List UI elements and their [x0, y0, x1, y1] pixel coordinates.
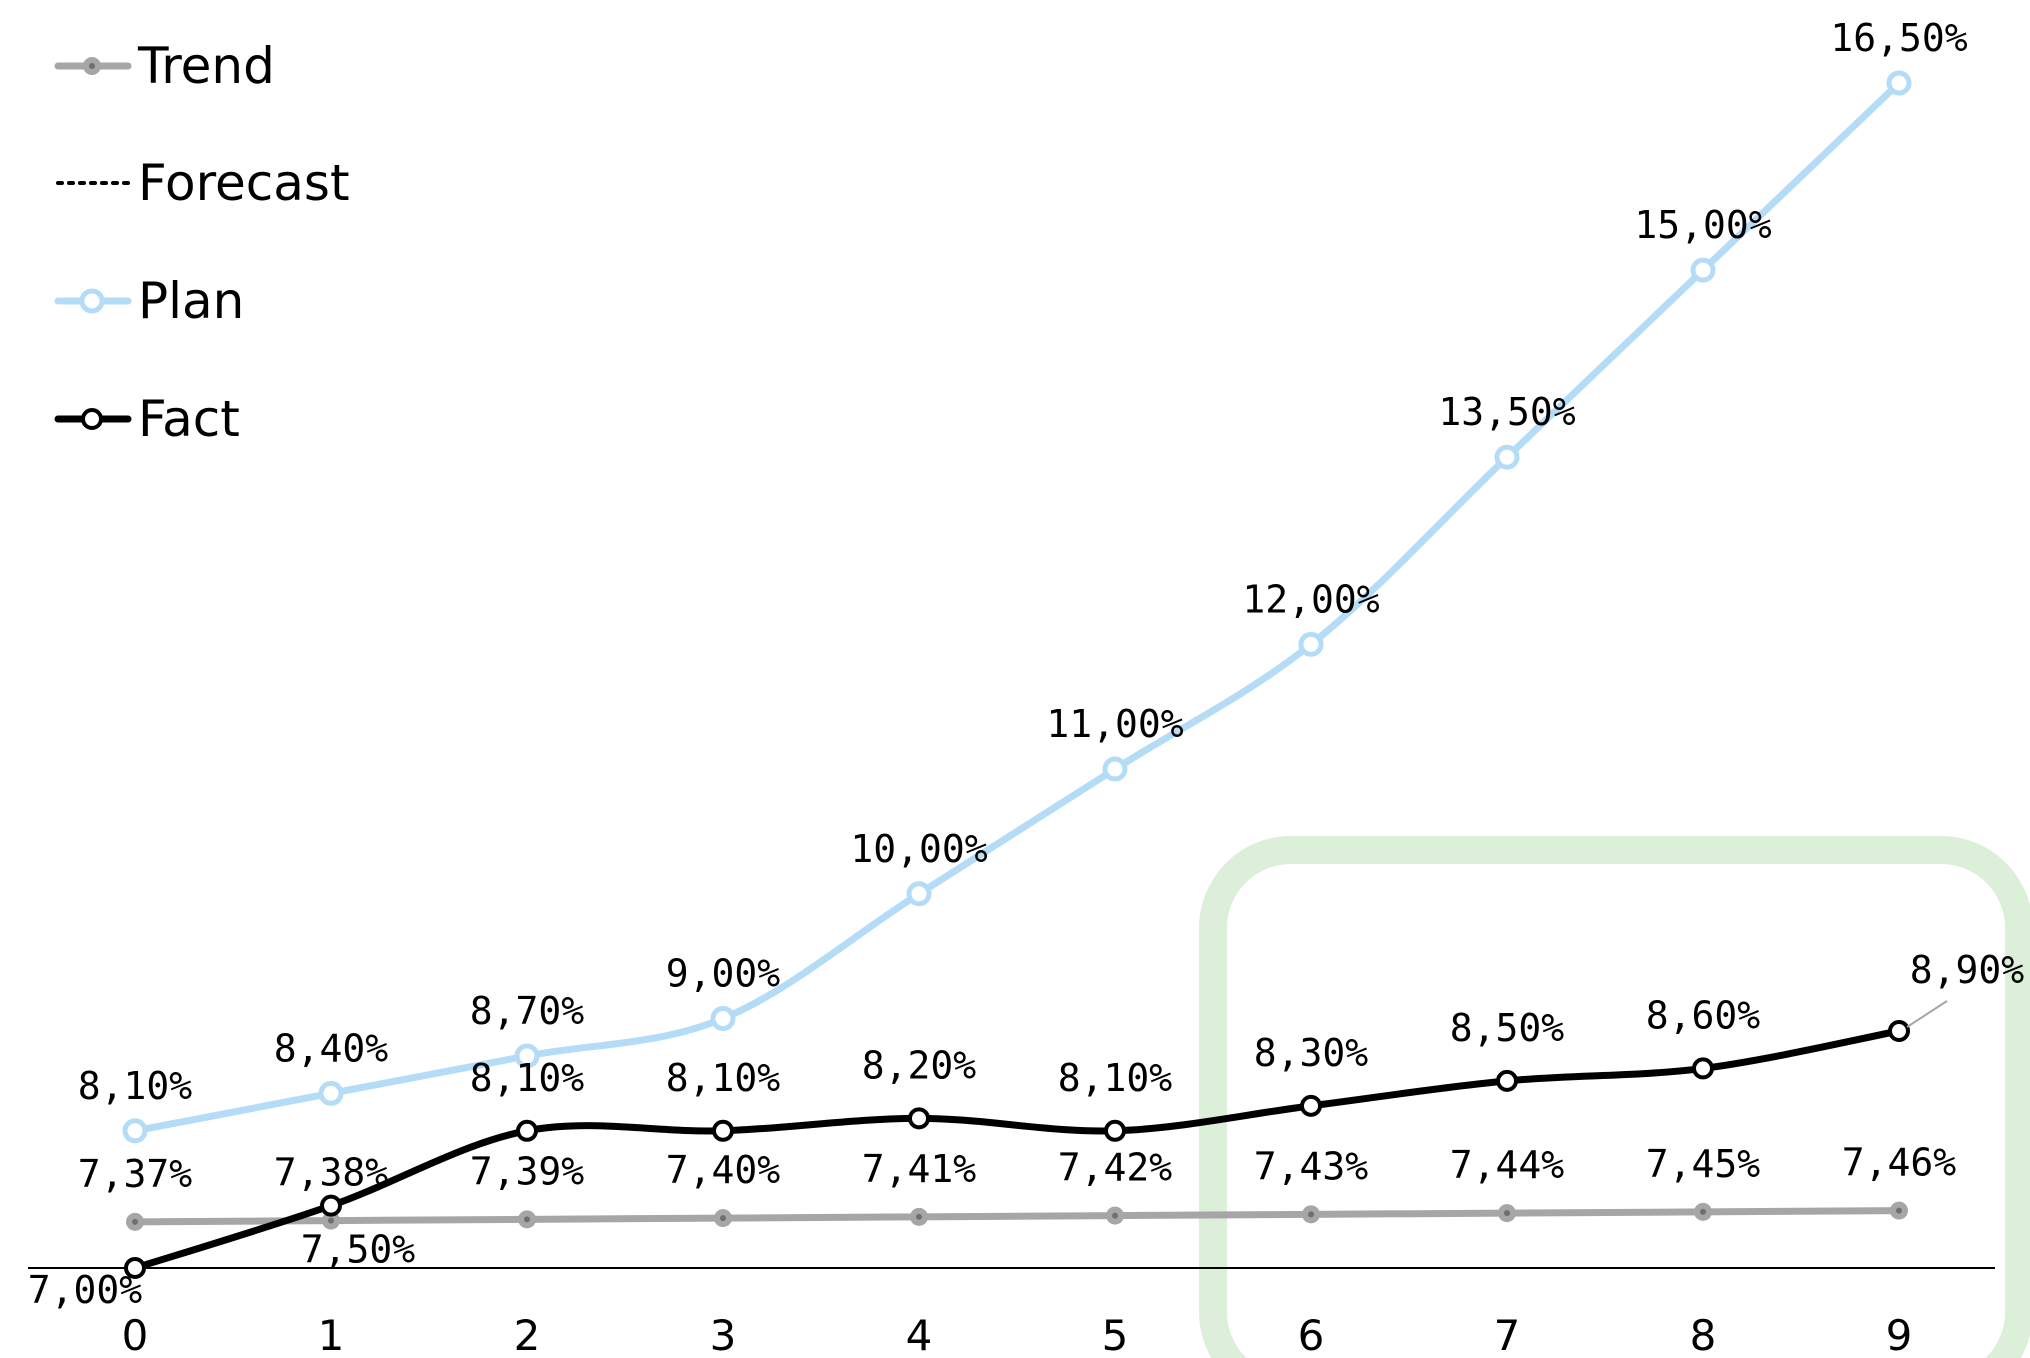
point-fact [712, 1119, 734, 1142]
data-label-fact: 7,00% [28, 1268, 143, 1312]
series-line-trend [131, 1207, 1903, 1226]
legend-label-fact: Fact [138, 390, 240, 448]
point-fact [1692, 1057, 1714, 1080]
x-axis: 0 1 2 3 4 5 6 7 8 9 [28, 1267, 1995, 1358]
x-tick-label: 2 [514, 1311, 541, 1358]
data-label-plan: 8,40% [274, 1026, 389, 1070]
point-plan [1102, 756, 1128, 782]
data-label-fact: 8,60% [1646, 993, 1761, 1037]
data-label-fact: 8,30% [1254, 1031, 1369, 1075]
point-center-trend [1896, 1207, 1902, 1214]
point-center-trend [720, 1215, 726, 1222]
point-center-trend [916, 1213, 922, 1220]
data-labels: 8,10% 8,40% 8,70% 9,00% 10,00% 11,00% 12,00% 13… [28, 16, 2025, 1312]
data-label-plan: 12,00% [1242, 577, 1379, 621]
data-label-trend: 7,42% [1058, 1146, 1173, 1190]
point-fact [908, 1107, 930, 1130]
label-leader-line [1906, 1000, 1948, 1028]
data-label-fact: 7,50% [301, 1228, 416, 1272]
data-label-trend: 7,45% [1646, 1142, 1761, 1186]
point-plan [514, 1043, 540, 1069]
point-center-trend [1112, 1212, 1118, 1219]
x-tick-label: 7 [1494, 1311, 1521, 1358]
x-tick-label: 8 [1690, 1311, 1717, 1358]
point-plan [1886, 70, 1912, 96]
point-fact [1104, 1119, 1126, 1142]
data-label-fact: 8,10% [666, 1056, 781, 1100]
data-label-plan: 8,10% [78, 1064, 193, 1108]
point-center-trend [328, 1217, 334, 1224]
series-line-fact [131, 1027, 1903, 1272]
data-label-trend: 7,41% [862, 1147, 977, 1191]
point-fact [516, 1119, 538, 1142]
series-line-plan [131, 79, 1903, 1135]
data-label-plan: 9,00% [666, 952, 781, 996]
data-label-trend: 7,43% [1254, 1144, 1369, 1188]
point-plan [318, 1080, 344, 1106]
legend-marker-center-trend [89, 63, 95, 69]
legend-item-plan: Plan [54, 272, 244, 330]
data-label-trend: 7,44% [1450, 1143, 1565, 1187]
legend-item-forecast: Forecast [56, 154, 350, 212]
data-label-trend: 7,38% [274, 1151, 389, 1195]
legend-item-fact: Fact [54, 390, 240, 448]
data-label-plan: 8,70% [470, 989, 585, 1033]
legend-item-trend: Trend [54, 37, 275, 95]
legend-label-plan: Plan [138, 272, 244, 330]
point-center-trend [1700, 1208, 1706, 1215]
series-layer [122, 70, 1912, 1279]
data-label-trend: 7,39% [470, 1149, 585, 1193]
x-tick-label: 1 [318, 1311, 345, 1358]
data-label-plan: 10,00% [850, 827, 987, 871]
legend-label-forecast: Forecast [138, 154, 350, 212]
point-plan [122, 1118, 148, 1144]
data-label-fact: 8,10% [1058, 1056, 1173, 1100]
data-label-plan: 13,50% [1438, 390, 1575, 434]
data-label-plan: 15,00% [1634, 203, 1771, 247]
data-label-plan: 16,50% [1830, 16, 1967, 60]
x-tick-label: 4 [906, 1311, 933, 1358]
data-label-trend: 7,40% [666, 1148, 781, 1192]
data-label-plan: 11,00% [1046, 702, 1183, 746]
point-center-trend [524, 1216, 530, 1223]
point-plan [710, 1006, 736, 1032]
x-tick-label: 5 [1102, 1311, 1129, 1358]
data-label-trend: 7,37% [78, 1152, 193, 1196]
legend-marker-plan [79, 288, 105, 314]
point-center-trend [1308, 1211, 1314, 1218]
point-plan [1494, 444, 1520, 470]
point-fact [1496, 1069, 1518, 1092]
data-label-fact: 8,90% [1910, 948, 2025, 992]
legend-marker-fact [81, 408, 103, 430]
legend-label-trend: Trend [137, 37, 275, 95]
x-tick-label: 6 [1298, 1311, 1325, 1358]
x-tick-label: 3 [710, 1311, 737, 1358]
point-center-trend [132, 1218, 138, 1225]
point-plan [1298, 631, 1324, 657]
data-label-fact: 8,20% [862, 1043, 977, 1087]
point-fact [1888, 1020, 1910, 1042]
point-plan [906, 881, 932, 907]
point-center-trend [1504, 1210, 1510, 1217]
data-label-fact: 8,10% [470, 1056, 585, 1100]
data-label-fact: 8,50% [1450, 1006, 1565, 1050]
x-tick-label: 9 [1886, 1311, 1913, 1358]
point-plan [1690, 257, 1716, 283]
x-tick-label: 0 [122, 1311, 149, 1358]
point-fact [1300, 1094, 1322, 1117]
legend: Trend Forecast Plan Fact [54, 37, 350, 448]
point-fact [320, 1194, 342, 1217]
point-fact [124, 1257, 146, 1279]
data-label-trend: 7,46% [1842, 1141, 1957, 1185]
